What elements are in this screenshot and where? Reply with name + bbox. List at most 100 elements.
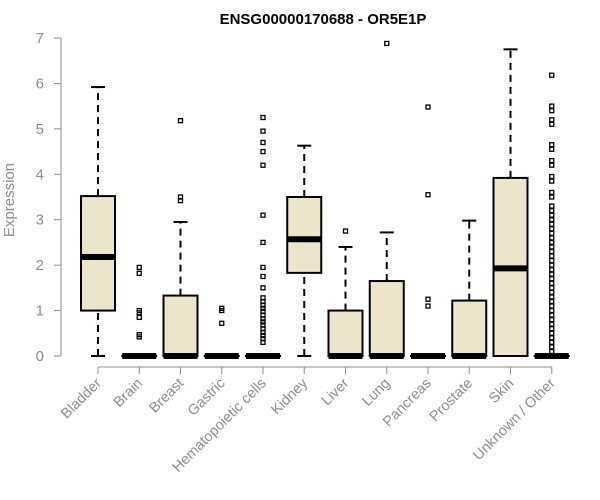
outlier-point	[260, 239, 266, 246]
outlier-point	[549, 248, 555, 255]
outlier-point	[260, 295, 266, 301]
outlier-point	[549, 239, 555, 246]
y-tick-label: 5	[36, 121, 44, 138]
y-axis-label: Expression	[1, 163, 18, 237]
y-axis: 0 1 2 3 4 5 6 7	[36, 30, 62, 365]
outlier-point	[549, 276, 555, 282]
outlier-point	[549, 271, 555, 277]
outlier-point	[219, 305, 225, 311]
outlier-point	[260, 285, 266, 291]
outlier-point	[260, 322, 266, 328]
outlier-point	[549, 257, 555, 264]
box-iqr	[327, 309, 364, 358]
outlier-point	[549, 72, 555, 78]
outlier-point	[549, 189, 555, 196]
box-kidney	[286, 144, 323, 357]
outlier-point	[549, 317, 555, 323]
outlier-point	[549, 330, 555, 336]
outlier-point	[260, 139, 266, 146]
outlier-point	[549, 121, 555, 127]
outlier-point	[549, 267, 555, 273]
outlier-point	[549, 117, 555, 123]
chart-title: ENSG00000170688 - OR5E1P	[220, 11, 427, 28]
outlier-point	[549, 162, 555, 168]
x-tick-label: Brain	[111, 376, 146, 411]
outlier-point	[260, 212, 266, 218]
outlier-point	[549, 146, 555, 152]
outlier-point	[549, 303, 555, 309]
outlier-point	[549, 335, 555, 341]
box-skin	[492, 48, 529, 357]
outlier-point	[549, 194, 555, 200]
outlier-point	[549, 103, 555, 109]
box-iqr	[162, 294, 199, 357]
outlier-point	[549, 339, 555, 346]
boxes-group	[80, 40, 570, 359]
x-tick-label: Kidney	[268, 375, 311, 418]
outlier-point	[549, 217, 555, 223]
outlier-point	[549, 298, 555, 305]
y-tick-label: 0	[36, 348, 44, 365]
outlier-point	[342, 228, 349, 234]
outlier-point	[260, 273, 266, 280]
outlier-point	[549, 173, 555, 180]
outlier-point	[549, 108, 555, 114]
box-hematopoietic-cells	[245, 114, 281, 359]
outlier-point	[260, 114, 266, 121]
outlier-point	[136, 307, 142, 314]
y-tick-label: 3	[36, 212, 44, 229]
box-iqr	[80, 195, 116, 312]
outlier-point	[260, 264, 266, 271]
x-tick-label: Prostate	[427, 376, 476, 425]
outlier-point	[136, 264, 142, 271]
outlier-point	[177, 194, 184, 200]
outlier-point	[260, 332, 266, 339]
outlier-point	[136, 314, 142, 321]
outlier-point	[549, 280, 555, 286]
box-iqr	[286, 196, 323, 274]
outlier-point	[549, 142, 555, 148]
box-breast	[162, 118, 199, 359]
box-gastric	[203, 305, 240, 359]
outlier-point	[549, 221, 555, 227]
outlier-point	[136, 331, 142, 338]
outlier-point	[549, 312, 555, 318]
box-lung	[368, 40, 405, 359]
outlier-point	[177, 118, 184, 124]
outlier-point	[260, 148, 266, 155]
outlier-point	[425, 192, 431, 198]
outlier-point	[260, 319, 266, 325]
y-tick-label: 4	[36, 166, 44, 183]
outlier-point	[549, 253, 555, 259]
x-tick-label: Lung	[359, 376, 393, 410]
x-tick-label: Breast	[146, 376, 187, 417]
outlier-point	[260, 336, 266, 342]
outlier-point	[549, 321, 555, 327]
outlier-point	[260, 308, 266, 315]
outlier-point	[425, 104, 431, 110]
outlier-point	[549, 307, 555, 314]
y-tick-label: 6	[36, 75, 44, 92]
box-liver	[327, 228, 364, 359]
box-iqr	[451, 299, 488, 358]
outlier-point	[425, 296, 431, 302]
outlier-point	[260, 128, 266, 134]
outlier-point	[549, 203, 555, 209]
outlier-point	[549, 285, 555, 291]
outlier-point	[260, 305, 266, 311]
outlier-point	[549, 348, 555, 355]
outlier-point	[549, 226, 555, 232]
x-tick-label: Liver	[319, 375, 353, 409]
outlier-point	[549, 344, 555, 350]
outlier-point	[549, 158, 555, 164]
outlier-point	[549, 289, 555, 296]
box-pancreas	[410, 104, 446, 359]
box-unknown-other	[533, 72, 570, 359]
y-tick-label: 7	[36, 30, 44, 47]
x-tick-label: Bladder	[58, 375, 105, 422]
outlier-point	[549, 326, 555, 332]
box-prostate	[451, 219, 488, 359]
outlier-point	[136, 270, 142, 276]
